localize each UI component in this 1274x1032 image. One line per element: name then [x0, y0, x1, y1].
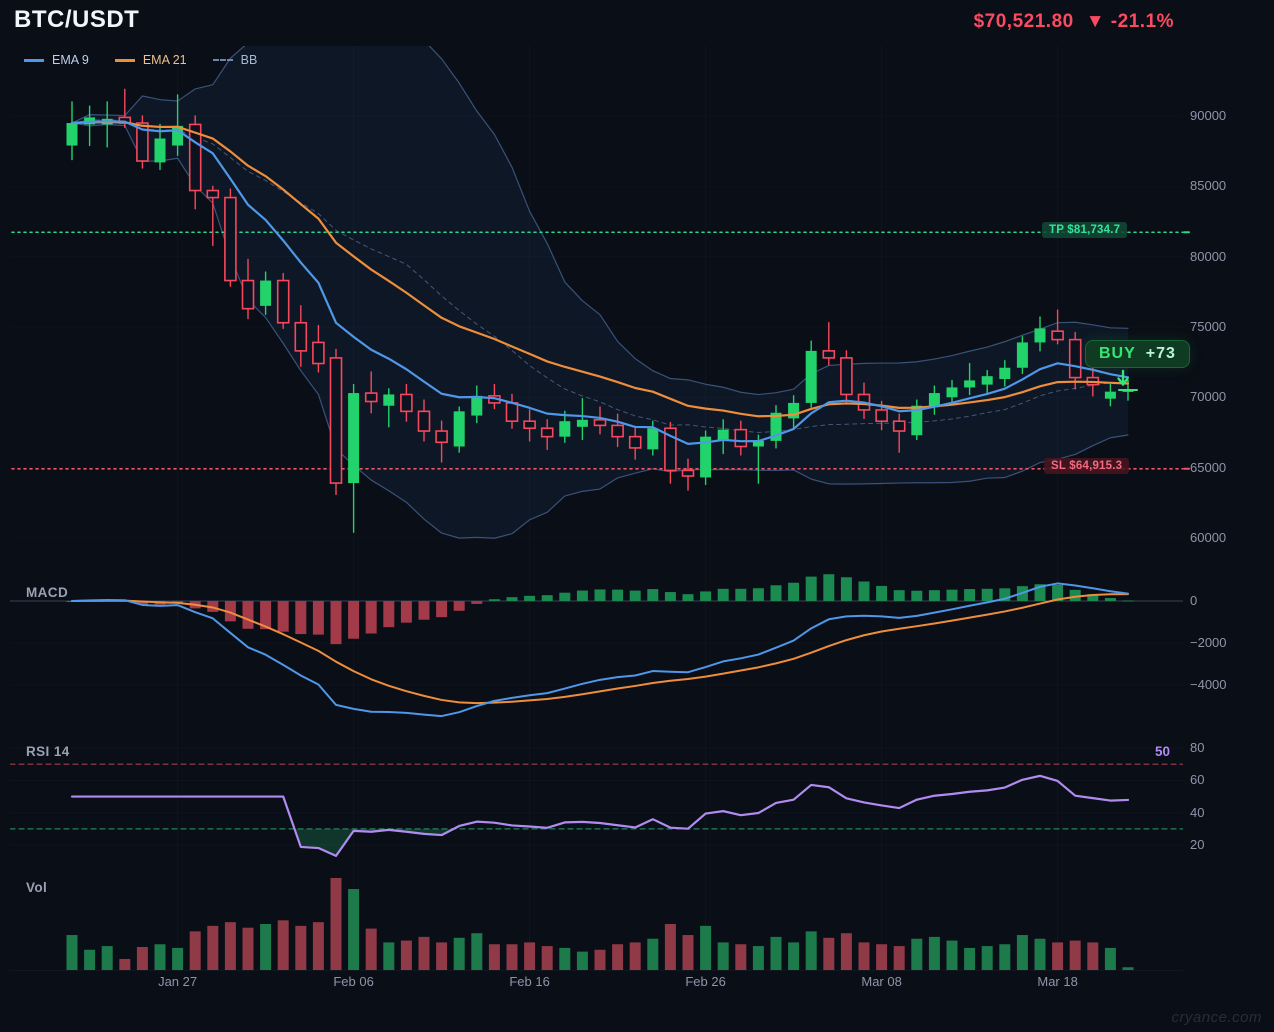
rsi-panel-title: RSI 14: [26, 744, 70, 759]
legend-item-ema9[interactable]: EMA 9: [24, 53, 89, 67]
price-tick-label: 65000: [1190, 459, 1227, 475]
x-axis-tick-label: Mar 08: [861, 974, 902, 989]
ema9-swatch-icon: [24, 58, 44, 62]
price-tick-label: 60000: [1190, 529, 1227, 545]
price-tick-label: 75000: [1190, 318, 1227, 334]
price-change: ▼ -21.1%: [1086, 11, 1174, 33]
legend-label: BB: [240, 53, 258, 67]
buy-signal-badge[interactable]: BUY +73: [1085, 340, 1190, 368]
x-axis-tick-label: Feb 16: [509, 974, 550, 989]
price-tick-label: 70000: [1190, 389, 1227, 405]
rsi-tick-label: 40: [1190, 804, 1205, 820]
rsi-tick-label: 80: [1190, 740, 1205, 755]
x-axis-tick-label: Feb 06: [333, 974, 374, 989]
macd-tick-label: −4000: [1190, 677, 1227, 692]
rsi-tick-label: 60: [1190, 772, 1205, 788]
take-profit-label[interactable]: TP $81,734.7: [1042, 222, 1128, 238]
buy-entry-arrow-icon: [1117, 369, 1129, 386]
x-axis-tick-label: Jan 27: [158, 974, 198, 989]
bb-swatch-icon: [212, 59, 233, 61]
symbol-title: BTC/USDT: [14, 6, 140, 33]
indicator-legend: EMA 9 EMA 21 BB: [24, 53, 257, 67]
price-ticker: $70,521.80 ▼ -21.1%: [974, 11, 1174, 33]
rsi-tick-label: 20: [1190, 837, 1205, 853]
legend-label: EMA 21: [142, 53, 187, 67]
price-tick-label: 80000: [1190, 248, 1227, 264]
legend-item-bb[interactable]: BB: [212, 53, 258, 67]
change-percent: -21.1%: [1110, 11, 1174, 32]
x-axis-tick-label: Mar 18: [1037, 974, 1078, 989]
legend-item-ema21[interactable]: EMA 21: [114, 53, 187, 67]
legend-label: EMA 9: [52, 53, 89, 67]
down-triangle-icon: ▼: [1085, 11, 1106, 32]
macd-panel-title: MACD: [26, 585, 69, 600]
ema21-swatch-icon: [114, 58, 135, 62]
price-tick-label: 85000: [1190, 178, 1227, 194]
macd-tick-label: 0: [1190, 593, 1198, 608]
buy-signal-score: +73: [1145, 345, 1176, 362]
watermark: cryance.com: [1171, 1009, 1262, 1026]
price-tick-label: 90000: [1190, 108, 1227, 123]
rsi-current-value: 50: [1154, 744, 1170, 759]
buy-signal-label: BUY: [1099, 345, 1136, 362]
vol-panel-title: Vol: [26, 880, 48, 895]
last-price: $70,521.80: [973, 11, 1074, 32]
macd-tick-label: −2000: [1190, 635, 1227, 650]
stop-loss-label[interactable]: SL $64,915.3: [1044, 458, 1130, 474]
x-axis-tick-label: Feb 26: [685, 974, 726, 989]
